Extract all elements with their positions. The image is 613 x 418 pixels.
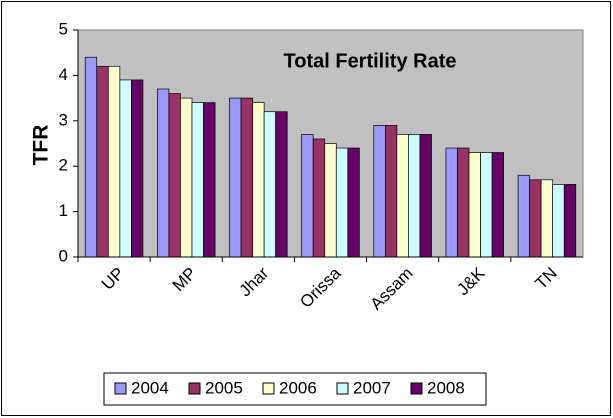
bar bbox=[263, 111, 277, 258]
bar bbox=[347, 147, 360, 258]
bar bbox=[540, 179, 554, 258]
legend-label: 2005 bbox=[205, 378, 243, 397]
bar bbox=[408, 134, 421, 258]
bar bbox=[419, 134, 432, 258]
bar bbox=[96, 65, 109, 258]
bar bbox=[301, 134, 314, 258]
bar bbox=[517, 174, 530, 258]
bar bbox=[240, 97, 253, 258]
bar bbox=[157, 88, 170, 258]
bar bbox=[131, 79, 144, 258]
bar bbox=[552, 184, 565, 258]
legend-swatch bbox=[262, 382, 275, 395]
bar bbox=[563, 184, 577, 258]
legend-label: 2008 bbox=[427, 378, 465, 397]
y-axis-label: TFR bbox=[30, 125, 53, 166]
bar bbox=[203, 102, 216, 258]
bar bbox=[312, 138, 326, 258]
legend-label: 2004 bbox=[131, 378, 169, 397]
y-tick-label: 1 bbox=[59, 201, 68, 220]
bar bbox=[168, 93, 181, 258]
bar bbox=[491, 152, 504, 258]
bar bbox=[119, 79, 132, 258]
bar bbox=[84, 56, 98, 258]
legend-swatch bbox=[188, 382, 201, 395]
bar bbox=[384, 124, 398, 258]
bar bbox=[324, 143, 337, 258]
bar bbox=[252, 102, 265, 258]
legend-swatch bbox=[336, 382, 349, 395]
legend-label: 2007 bbox=[353, 378, 391, 397]
bar bbox=[529, 179, 542, 258]
legend-swatch bbox=[410, 382, 423, 395]
bar bbox=[107, 65, 121, 258]
y-tick-label: 5 bbox=[59, 19, 68, 38]
bar bbox=[445, 147, 458, 258]
bar bbox=[396, 134, 409, 258]
bar bbox=[468, 152, 481, 258]
bar bbox=[480, 152, 493, 258]
chart-title: Total Fertility Rate bbox=[284, 50, 457, 72]
y-tick-label: 0 bbox=[59, 246, 68, 265]
legend-label: 2006 bbox=[279, 378, 317, 397]
legend-swatch bbox=[114, 382, 127, 395]
bar bbox=[457, 147, 470, 258]
bar bbox=[191, 102, 204, 258]
y-tick-label: 4 bbox=[59, 65, 68, 84]
bar bbox=[275, 111, 288, 258]
bar bbox=[180, 97, 193, 258]
y-tick-label: 3 bbox=[59, 110, 68, 129]
y-tick-label: 2 bbox=[59, 156, 68, 175]
bar bbox=[335, 147, 349, 258]
bar bbox=[229, 97, 242, 258]
bar bbox=[373, 124, 386, 258]
